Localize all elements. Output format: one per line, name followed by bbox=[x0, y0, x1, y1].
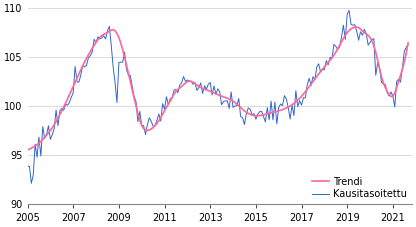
Trendi bbox=[27, 148, 32, 151]
Line: Kausitasoitettu: Kausitasoitettu bbox=[27, 10, 408, 183]
Trendi bbox=[375, 59, 380, 62]
Kausitasoitettu bbox=[187, 79, 192, 82]
Kausitasoitettu bbox=[233, 105, 238, 107]
Kausitasoitettu bbox=[61, 109, 66, 112]
Trendi bbox=[164, 106, 169, 109]
Kausitasoitettu bbox=[347, 9, 352, 12]
Trendi bbox=[59, 109, 64, 112]
Trendi bbox=[230, 100, 235, 102]
Trendi bbox=[354, 26, 359, 28]
Kausitasoitettu bbox=[29, 182, 34, 185]
Trendi bbox=[25, 149, 30, 151]
Trendi bbox=[406, 42, 411, 44]
Kausitasoitettu bbox=[166, 103, 171, 106]
Kausitasoitettu bbox=[377, 66, 382, 69]
Kausitasoitettu bbox=[406, 43, 411, 46]
Trendi bbox=[185, 80, 190, 83]
Kausitasoitettu bbox=[25, 165, 30, 168]
Legend: Trendi, Kausitasoitettu: Trendi, Kausitasoitettu bbox=[312, 177, 407, 199]
Line: Trendi: Trendi bbox=[27, 27, 408, 150]
Kausitasoitettu bbox=[27, 165, 32, 168]
